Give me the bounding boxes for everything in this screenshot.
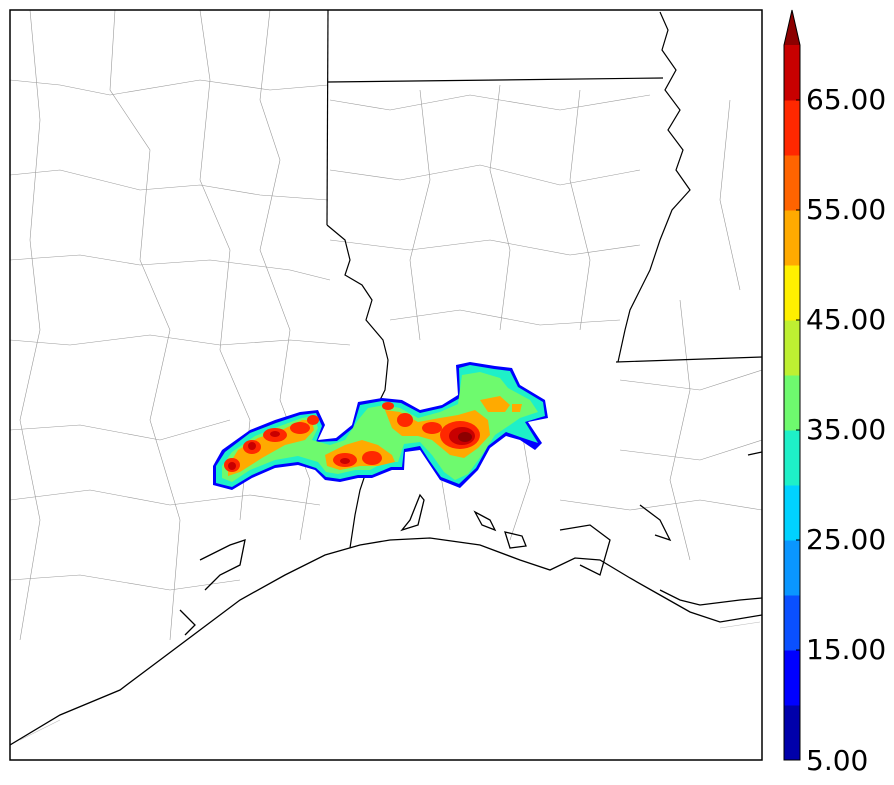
- colorbar-tick-label: 15.00: [806, 633, 887, 666]
- map-frame: [9, 9, 763, 761]
- state-line-north: [327, 77, 664, 83]
- colorbar-tick-label: 25.00: [806, 523, 887, 556]
- colorbar-segment: [784, 100, 800, 156]
- state-line-east: [615, 356, 762, 363]
- colorbar-segment: [784, 650, 800, 706]
- offshore-lines: [19, 621, 761, 741]
- colorbar-segment: [784, 320, 800, 376]
- colorbar-segment: [784, 705, 800, 761]
- colorbar-segment: [784, 430, 800, 486]
- state-line-west: [326, 10, 329, 226]
- colorbar: [783, 9, 801, 761]
- coastline: [10, 451, 762, 746]
- colorbar-segment: [784, 485, 800, 541]
- colorbar-segment: [784, 595, 800, 651]
- colorbar-segment: [784, 540, 800, 596]
- colorbar-tick-label: 65.00: [806, 83, 887, 116]
- colorbar-extension-arrow: [784, 10, 800, 45]
- state-boundaries: [326, 10, 762, 549]
- colorbar-tick-label: 55.00: [806, 193, 887, 226]
- colorbar-segment: [784, 265, 800, 321]
- colorbar-tick-label: 5.00: [806, 744, 869, 777]
- colorbar-tick-label: 35.00: [806, 413, 887, 446]
- colorbar-segment: [784, 375, 800, 431]
- colorbar-segment: [784, 210, 800, 266]
- colorbar-tick-label: 45.00: [806, 303, 887, 336]
- river-mississippi: [617, 11, 691, 363]
- reflectivity-field: [213, 362, 548, 490]
- county-boundaries: [10, 10, 762, 641]
- colorbar-segment: [784, 155, 800, 211]
- colorbar-segment: [784, 45, 800, 101]
